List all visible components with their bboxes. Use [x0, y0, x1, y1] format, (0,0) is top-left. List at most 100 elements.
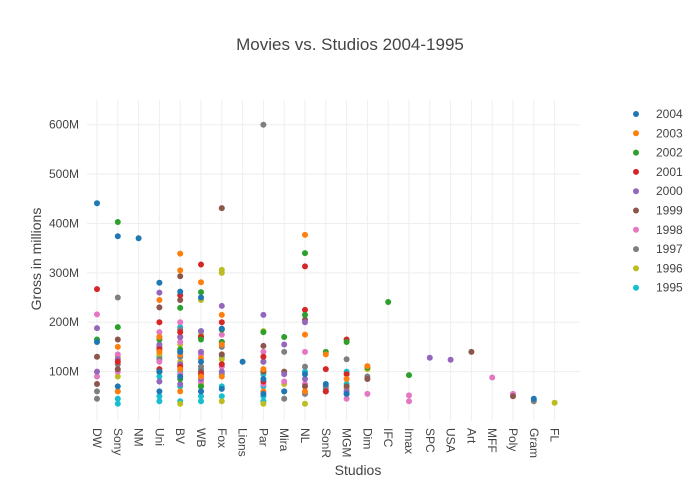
data-point[interactable] [94, 200, 100, 207]
data-point[interactable] [218, 385, 225, 392]
data-point[interactable] [94, 325, 100, 332]
data-point[interactable] [198, 261, 204, 268]
data-point[interactable] [177, 297, 184, 304]
legend-item-2001[interactable]: 2001 [633, 165, 683, 179]
data-point[interactable] [114, 388, 121, 395]
data-point[interactable] [302, 331, 308, 338]
data-point[interactable] [281, 388, 288, 395]
legend-item-2002[interactable]: 2002 [633, 146, 683, 160]
data-point[interactable] [114, 294, 121, 301]
data-point[interactable] [94, 311, 100, 318]
data-point[interactable] [260, 366, 267, 373]
data-point[interactable] [218, 319, 225, 326]
data-point[interactable] [198, 358, 204, 365]
data-point[interactable] [156, 368, 163, 375]
data-point[interactable] [218, 311, 225, 318]
data-point[interactable] [156, 348, 163, 355]
data-point[interactable] [260, 121, 267, 128]
data-point[interactable] [260, 376, 267, 383]
data-point[interactable] [114, 324, 121, 331]
data-point[interactable] [94, 373, 100, 380]
data-point[interactable] [343, 356, 350, 363]
data-point[interactable] [260, 311, 267, 318]
data-point[interactable] [302, 383, 308, 390]
data-point[interactable] [302, 319, 308, 326]
data-point[interactable] [260, 390, 267, 397]
data-point[interactable] [114, 366, 121, 373]
data-point[interactable] [385, 298, 392, 305]
data-point[interactable] [198, 398, 204, 405]
data-point[interactable] [198, 348, 204, 355]
data-point[interactable] [260, 358, 267, 365]
data-point[interactable] [177, 319, 184, 326]
legend-item-2003[interactable]: 2003 [633, 126, 683, 140]
data-point[interactable] [260, 329, 267, 336]
data-point[interactable] [156, 388, 163, 395]
data-point[interactable] [94, 395, 100, 402]
data-point[interactable] [218, 325, 225, 332]
data-point[interactable] [322, 351, 329, 358]
data-point[interactable] [281, 348, 288, 355]
data-point[interactable] [177, 329, 184, 336]
data-point[interactable] [218, 398, 225, 405]
data-point[interactable] [322, 366, 329, 373]
data-point[interactable] [281, 371, 288, 378]
data-point[interactable] [94, 353, 100, 360]
data-point[interactable] [94, 368, 100, 375]
data-point[interactable] [218, 351, 225, 358]
data-point[interactable] [302, 311, 308, 318]
data-point[interactable] [177, 267, 184, 274]
data-point[interactable] [218, 373, 225, 380]
data-point[interactable] [281, 378, 288, 385]
data-point[interactable] [156, 393, 163, 400]
data-point[interactable] [343, 395, 350, 402]
data-point[interactable] [177, 334, 184, 341]
data-point[interactable] [281, 341, 288, 348]
legend-item-1996[interactable]: 1996 [633, 261, 683, 275]
data-point[interactable] [156, 373, 163, 380]
data-point[interactable] [364, 363, 371, 370]
data-point[interactable] [530, 395, 537, 402]
data-point[interactable] [177, 304, 184, 311]
data-point[interactable] [198, 289, 204, 296]
data-point[interactable] [406, 372, 412, 379]
data-point[interactable] [426, 354, 433, 361]
data-point[interactable] [198, 294, 204, 301]
data-point[interactable] [218, 269, 225, 276]
data-point[interactable] [322, 388, 329, 395]
data-point[interactable] [114, 343, 121, 350]
data-point[interactable] [343, 371, 350, 378]
data-point[interactable] [156, 341, 163, 348]
data-point[interactable] [551, 399, 558, 406]
data-point[interactable] [218, 393, 225, 400]
data-point[interactable] [156, 289, 163, 296]
data-point[interactable] [510, 393, 516, 400]
data-point[interactable] [198, 328, 204, 335]
data-point[interactable] [198, 336, 204, 343]
data-point[interactable] [322, 380, 329, 387]
data-point[interactable] [218, 361, 225, 368]
data-point[interactable] [218, 302, 225, 309]
data-point[interactable] [302, 376, 308, 383]
data-point[interactable] [239, 358, 246, 365]
data-point[interactable] [94, 338, 100, 345]
legend-item-1995[interactable]: 1995 [633, 281, 683, 295]
data-point[interactable] [156, 358, 163, 365]
data-point[interactable] [114, 218, 121, 225]
data-point[interactable] [302, 348, 308, 355]
data-point[interactable] [94, 388, 100, 395]
data-point[interactable] [343, 376, 350, 383]
data-point[interactable] [114, 358, 121, 365]
data-point[interactable] [177, 250, 184, 257]
data-point[interactable] [114, 400, 121, 407]
data-point[interactable] [177, 400, 184, 407]
data-point[interactable] [198, 363, 204, 370]
data-point[interactable] [406, 392, 412, 399]
data-point[interactable] [114, 395, 121, 402]
data-point[interactable] [343, 338, 350, 345]
data-point[interactable] [114, 233, 121, 240]
data-point[interactable] [447, 356, 454, 363]
legend-item-1997[interactable]: 1997 [633, 242, 683, 256]
data-point[interactable] [114, 351, 121, 358]
data-point[interactable] [218, 368, 225, 375]
